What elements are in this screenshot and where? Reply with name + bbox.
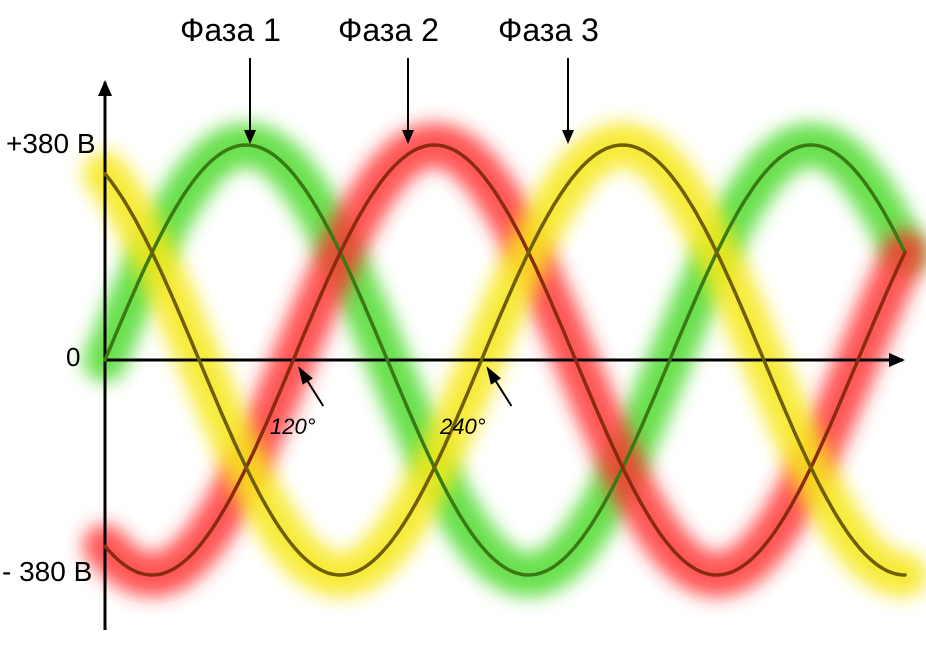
y-top-label: +380 В — [6, 128, 96, 160]
phase-3-label: Фаза 3 — [498, 12, 599, 49]
angle-240-label: 240° — [440, 414, 486, 440]
angle-120-label: 120° — [270, 414, 316, 440]
phase-1-label: Фаза 1 — [180, 12, 281, 49]
phase-2-label: Фаза 2 — [338, 12, 439, 49]
three-phase-diagram: { "type": "line", "dimensions": { "width… — [0, 0, 926, 648]
y-bottom-label: - 380 В — [2, 556, 92, 588]
chart-svg — [0, 0, 926, 648]
zero-label: 0 — [66, 342, 80, 373]
